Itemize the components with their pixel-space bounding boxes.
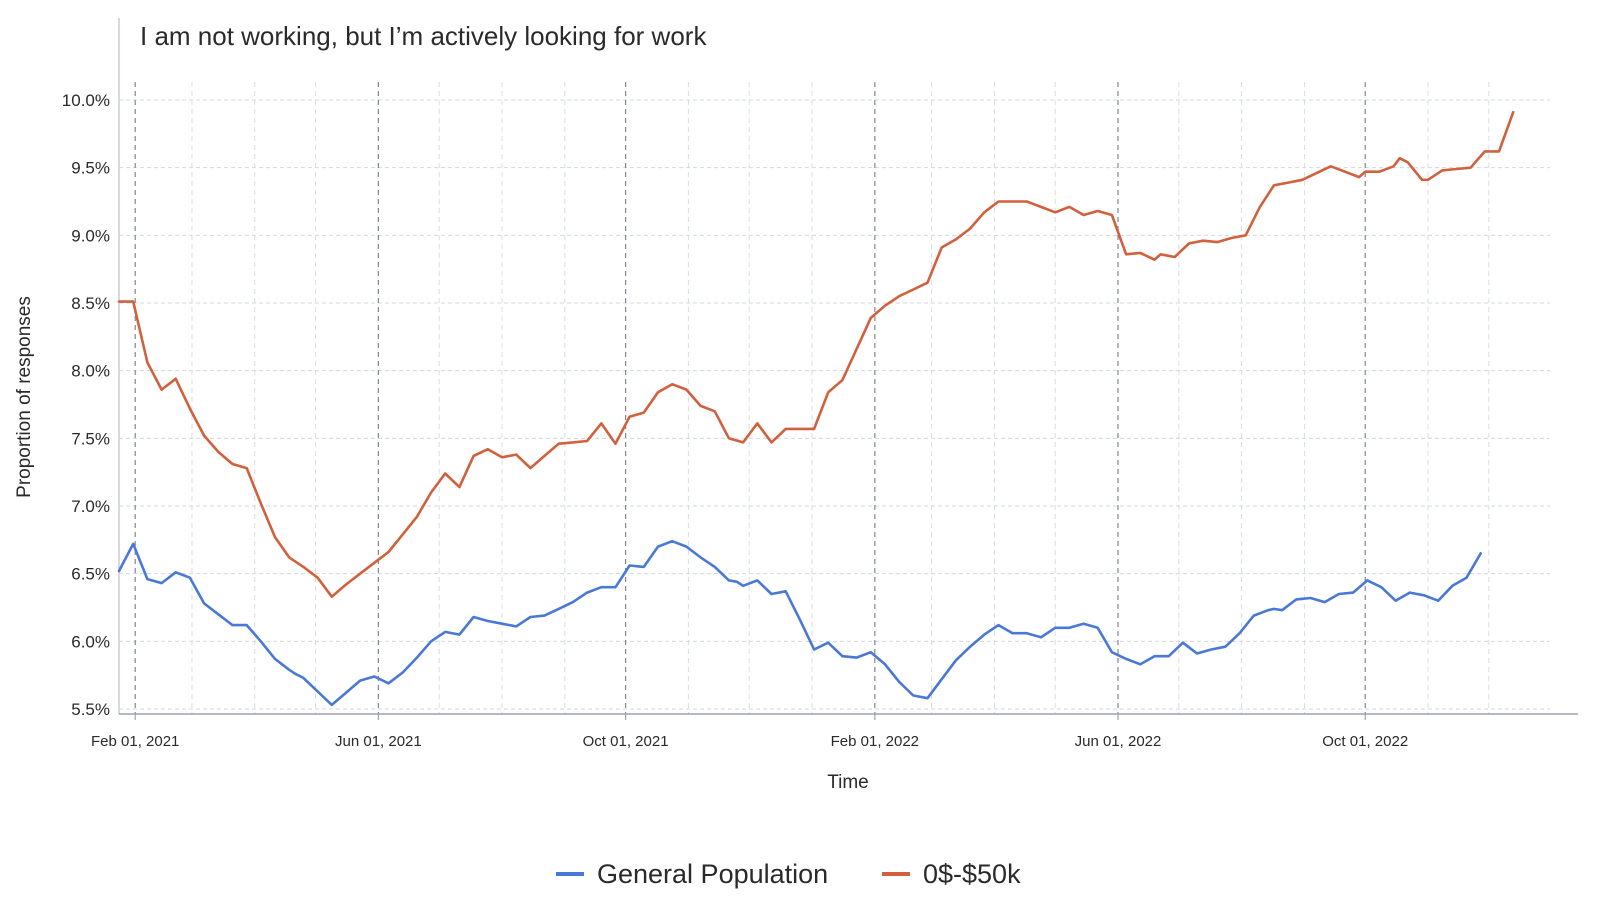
tick-labels: 5.5% 6.0% 6.5% 7.0% 7.5% 8.0% 8.5% 9.0% 9.5% 10.0…: [62, 91, 1408, 750]
y-tick-label: 9.0%: [71, 226, 110, 245]
y-tick-label: 6.0%: [71, 632, 110, 651]
x-tick-label: Oct 01, 2022: [1322, 733, 1408, 750]
x-axis-label: Time: [827, 772, 869, 793]
y-tick-label: 7.5%: [71, 429, 110, 448]
y-tick-label: 5.5%: [71, 700, 110, 719]
y-tick-label: 8.5%: [71, 294, 110, 313]
x-tick-label: Jun 01, 2022: [1075, 733, 1162, 750]
axes: [118, 18, 1578, 715]
legend-label-0-50k: 0$-$50k: [923, 859, 1021, 889]
legend-item-general-population[interactable]: General Population: [556, 859, 828, 889]
legend-label-general-population: General Population: [597, 859, 828, 889]
x-tick-label: Feb 01, 2022: [831, 733, 919, 750]
y-tick-label: 6.5%: [71, 565, 110, 584]
y-tick-label: 7.0%: [71, 497, 110, 516]
y-tick-label: 9.5%: [71, 159, 110, 178]
x-tick-label: Feb 01, 2021: [91, 733, 179, 750]
series-lines: [117, 110, 1515, 707]
series-line-general-population[interactable]: [117, 539, 1482, 707]
chart-title: I am not working, but I’m actively looki…: [140, 21, 707, 51]
y-tick-label: 8.0%: [71, 362, 110, 381]
grid: [119, 82, 1550, 720]
x-tick-label: Jun 01, 2021: [335, 733, 422, 750]
x-tick-label: Oct 01, 2021: [583, 733, 669, 750]
series-line-0-50k[interactable]: [117, 110, 1515, 598]
y-tick-label: 10.0%: [62, 91, 110, 110]
legend-item-0-50k[interactable]: 0$-$50k: [882, 859, 1021, 889]
legend: General Population 0$-$50k: [556, 859, 1021, 889]
y-axis-label: Proportion of responses: [14, 296, 35, 498]
